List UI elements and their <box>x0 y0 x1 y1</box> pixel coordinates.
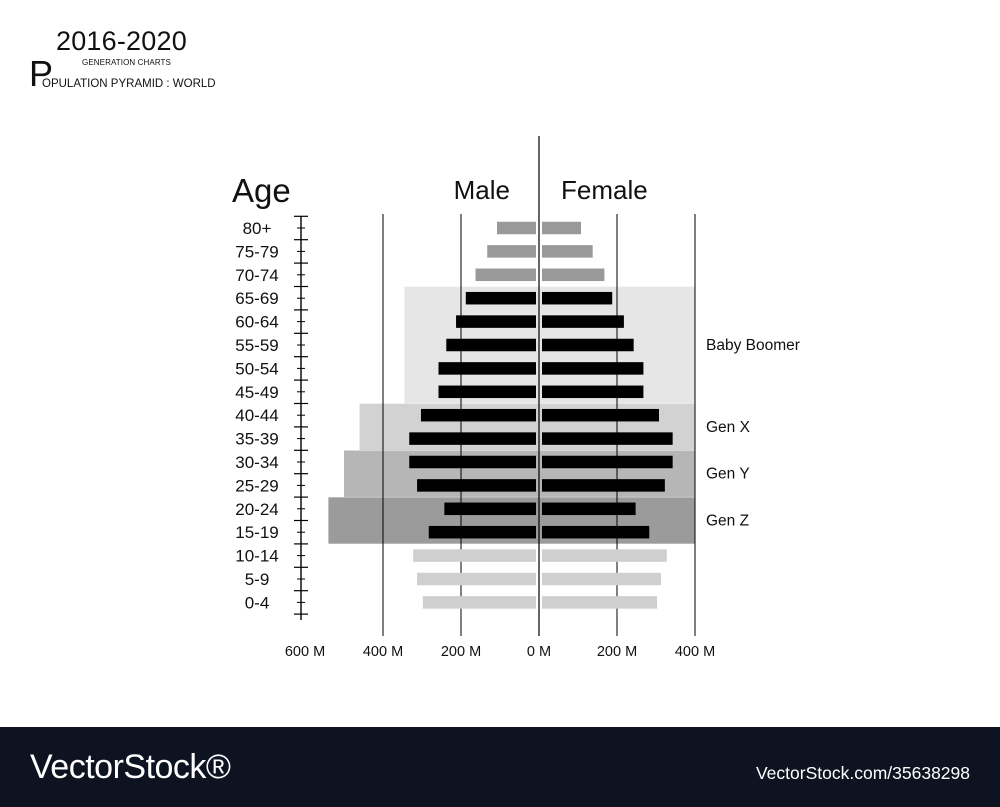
age-label-30-34: 30-34 <box>235 453 278 472</box>
male-bar-35-39 <box>409 432 536 445</box>
footer-url: VectorStock.com/35638298 <box>755 763 970 783</box>
age-label-75-79: 75-79 <box>235 242 278 261</box>
female-bar-20-24 <box>542 502 636 516</box>
footer-bar: VectorStock® VectorStock.com/35638298 <box>0 727 1000 807</box>
header-title: OPULATION PYRAMID : WORLD <box>42 78 216 90</box>
generation-label-gen-y: Gen Y <box>706 466 750 483</box>
female-bar-15-19 <box>542 525 650 539</box>
age-axis-title: Age <box>232 172 291 209</box>
header-years: 2016-2020 <box>56 26 187 56</box>
x-tick-label-left-600: 600 M <box>285 644 325 660</box>
female-bar-25-29 <box>542 479 665 492</box>
generation-label-baby-boomer: Baby Boomer <box>706 337 800 354</box>
female-bar-65-69 <box>542 291 613 305</box>
male-bar-0-4 <box>422 596 536 609</box>
x-tick-label-left-200: 200 M <box>441 644 481 660</box>
age-label-35-39: 35-39 <box>235 430 278 449</box>
age-label-60-64: 60-64 <box>235 313 278 332</box>
female-bar-60-64 <box>542 315 624 328</box>
male-bar-80+ <box>497 221 536 235</box>
x-tick-label-right-200: 200 M <box>597 644 637 660</box>
female-bar-0-4 <box>542 596 658 609</box>
age-axis <box>294 215 308 620</box>
female-bar-75-79 <box>542 245 593 258</box>
age-label-10-14: 10-14 <box>235 547 278 566</box>
chart-gridlines <box>382 136 696 636</box>
male-bar-45-49 <box>438 385 536 399</box>
age-label-45-49: 45-49 <box>235 383 278 402</box>
female-header: Female <box>561 175 648 205</box>
male-bar-75-79 <box>487 245 536 258</box>
generation-label-gen-z: Gen Z <box>706 513 749 530</box>
age-label-15-19: 15-19 <box>235 523 278 542</box>
male-bar-25-29 <box>417 479 536 492</box>
age-label-70-74: 70-74 <box>235 266 278 285</box>
age-label-20-24: 20-24 <box>235 500 278 519</box>
female-bar-35-39 <box>542 432 673 445</box>
age-label-65-69: 65-69 <box>235 289 278 308</box>
male-bar-40-44 <box>420 408 536 422</box>
female-bar-5-9 <box>542 572 661 586</box>
age-label-40-44: 40-44 <box>235 406 278 425</box>
male-bar-30-34 <box>409 455 536 469</box>
male-bar-70-74 <box>475 268 536 282</box>
age-label-25-29: 25-29 <box>235 476 278 495</box>
female-bar-40-44 <box>542 408 659 422</box>
female-bar-55-59 <box>542 338 634 352</box>
female-bar-10-14 <box>542 549 667 562</box>
female-bar-45-49 <box>542 385 644 399</box>
age-label-80+: 80+ <box>243 219 272 238</box>
female-bar-30-34 <box>542 455 673 469</box>
generation-label-gen-x: Gen X <box>706 419 751 436</box>
male-bar-15-19 <box>428 525 536 539</box>
population-pyramid-chart: Age Male Female 80+ 75-79 70-74 65-69 60-64 55-5… <box>232 136 800 660</box>
male-bar-5-9 <box>417 572 536 586</box>
chart-labels: Age Male Female 80+ 75-79 70-74 65-69 60-64 55-5… <box>232 172 800 660</box>
male-bar-55-59 <box>446 338 536 352</box>
female-bar-50-54 <box>542 362 644 375</box>
male-header: Male <box>454 175 510 205</box>
male-bar-10-14 <box>413 549 536 562</box>
vectorstock-logo: VectorStock® <box>30 748 231 786</box>
male-bar-50-54 <box>438 362 536 375</box>
age-label-5-9: 5-9 <box>245 570 270 589</box>
chart-bars <box>409 221 673 609</box>
male-bar-20-24 <box>444 502 536 516</box>
header-title-initial: P <box>29 53 54 94</box>
male-bar-60-64 <box>456 315 536 328</box>
header-subtitle: GENERATION CHARTS <box>82 58 171 67</box>
x-tick-label-left-0: 0 M <box>527 644 551 660</box>
age-label-50-54: 50-54 <box>235 359 278 378</box>
age-label-0-4: 0-4 <box>245 593 270 612</box>
male-bar-65-69 <box>465 291 536 305</box>
age-label-55-59: 55-59 <box>235 336 278 355</box>
female-bar-80+ <box>542 221 581 235</box>
female-bar-70-74 <box>542 268 605 282</box>
x-tick-label-left-400: 400 M <box>363 644 403 660</box>
x-tick-label-right-400: 400 M <box>675 644 715 660</box>
